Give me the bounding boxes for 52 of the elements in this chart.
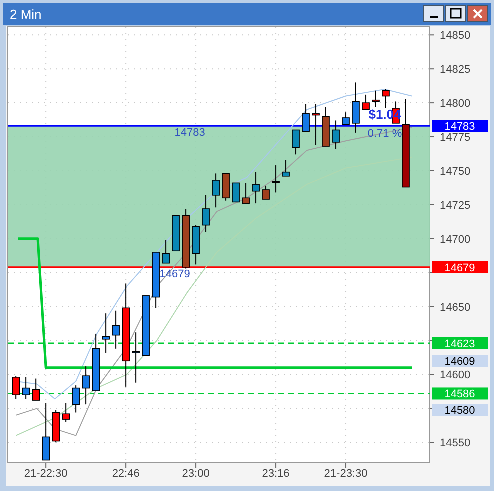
y-tick-label: 14725 (440, 200, 471, 212)
candlestick (342, 112, 350, 126)
x-tick-label: 21-22:30 (24, 468, 68, 480)
annotation: 14783 (174, 127, 206, 140)
candlestick (332, 120, 340, 150)
ref-line-label: 14783 (444, 121, 476, 134)
candlestick (352, 82, 360, 134)
candlestick (362, 94, 370, 110)
ref-line-label: 14679 (444, 262, 476, 274)
y-tick-label: 14600 (440, 370, 471, 382)
y-tick-label: 14775 (440, 132, 471, 144)
y-tick-label: 14550 (440, 438, 471, 450)
x-tick-label: 21-23:30 (324, 468, 368, 480)
candlestick (132, 332, 140, 384)
y-tick-label: 14825 (440, 64, 471, 76)
annotation: 0.71 % (368, 128, 402, 140)
ref-line-label: 14586 (444, 388, 476, 401)
candlestick (242, 182, 250, 204)
candlestick (302, 104, 310, 132)
candlestick (72, 385, 80, 414)
candlestick (282, 160, 290, 177)
candlestick (42, 402, 50, 461)
candlestick (22, 376, 30, 400)
x-tick-label: 22:46 (112, 468, 140, 480)
candlestick (382, 88, 390, 109)
candlestick (62, 402, 70, 423)
y-tick-label: 14700 (440, 234, 471, 246)
candlestick (162, 240, 170, 264)
candlestick (232, 182, 240, 203)
candlestick (312, 104, 320, 146)
y-tick-label: 14650 (440, 302, 471, 314)
x-tick-label: 23:16 (262, 468, 290, 480)
text: 14580 (444, 405, 476, 417)
candlestick (82, 366, 90, 406)
y-tick-label: 14850 (440, 30, 471, 42)
annotation: 14679 (160, 268, 190, 280)
text: 14609 (444, 356, 476, 368)
candlestick (12, 376, 20, 400)
chart-title: 2 Min (10, 7, 42, 22)
candlestick (372, 90, 380, 108)
candlestick (112, 310, 120, 350)
candlestick (212, 173, 220, 208)
x-tick-label: 23:00 (182, 468, 210, 480)
ref-line-label: 14623 (444, 338, 476, 350)
candlestick (102, 313, 110, 354)
candlestick (202, 194, 210, 233)
candlestick (292, 130, 300, 156)
y-tick-label: 14800 (440, 98, 471, 110)
candlestick (32, 378, 40, 402)
candlestick (262, 185, 270, 200)
y-tick-label: 14750 (440, 166, 471, 178)
candlestick (252, 172, 260, 204)
